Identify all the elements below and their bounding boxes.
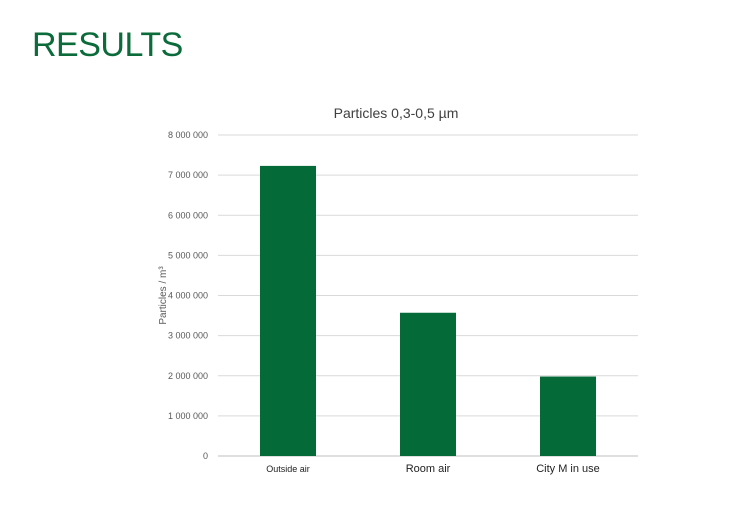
bar-outside-air <box>260 165 316 457</box>
y-tick-label: 0 <box>203 451 208 461</box>
category-label: Room air <box>406 463 451 475</box>
category-label: City M in use <box>536 463 600 475</box>
y-tick-label: 8 000 000 <box>168 130 208 140</box>
y-tick-label: 5 000 000 <box>168 250 208 260</box>
bars <box>260 165 596 457</box>
x-axis-categories: Outside air Room air City M in use <box>266 463 600 475</box>
y-tick-label: 4 000 000 <box>168 291 208 301</box>
y-tick-label: 3 000 000 <box>168 331 208 341</box>
y-tick-label: 2 000 000 <box>168 371 208 381</box>
slide-title: RESULTS <box>32 26 183 64</box>
y-tick-label: 7 000 000 <box>168 170 208 180</box>
chart-title: Particles 0,3-0,5 µm <box>334 105 459 121</box>
y-axis-title: Particles / m³ <box>158 266 169 325</box>
bar-city-m-in-use <box>540 376 596 456</box>
bar-room-air <box>400 312 456 456</box>
y-tick-label: 6 000 000 <box>168 210 208 220</box>
y-tick-label: 1 000 000 <box>168 411 208 421</box>
y-axis-ticks: 0 1 000 000 2 000 000 3 000 000 4 000 000 5 0… <box>168 130 208 461</box>
category-label: Outside air <box>266 464 310 474</box>
